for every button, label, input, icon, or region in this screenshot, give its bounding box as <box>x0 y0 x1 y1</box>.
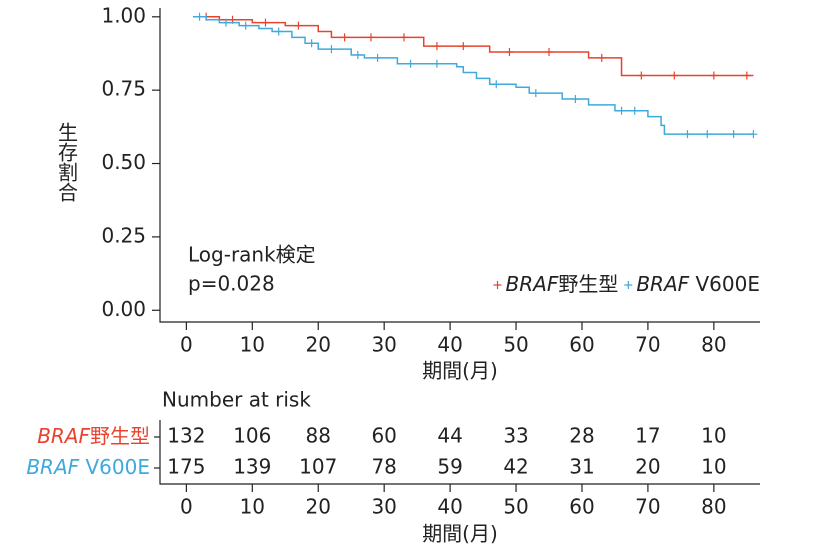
censor-mark <box>241 21 250 30</box>
risk-count: 28 <box>569 424 594 448</box>
x-tick-label: 0 <box>180 333 193 357</box>
x-axis-label: 期間(月) <box>422 359 498 383</box>
risk-count: 44 <box>437 424 462 448</box>
axis-line <box>159 8 760 323</box>
censor-mark <box>670 71 679 80</box>
censor-mark <box>221 18 230 27</box>
axis-line <box>159 420 760 485</box>
y-tick-label: 0.50 <box>101 150 146 174</box>
censor-mark <box>531 89 540 98</box>
risk-count: 175 <box>167 455 205 479</box>
censor-mark <box>432 42 441 51</box>
censor-mark <box>492 80 501 89</box>
censor-mark <box>373 53 382 62</box>
censor-mark <box>195 12 204 21</box>
y-tick-label: 0.00 <box>101 297 146 321</box>
x-tick-label: 60 <box>569 495 594 519</box>
risk-count: 139 <box>233 455 271 479</box>
x-tick-label: 50 <box>503 495 528 519</box>
censor-mark <box>729 130 738 139</box>
risk-count: 10 <box>701 424 726 448</box>
legend-marker <box>624 281 633 289</box>
legend-label: BRAF野生型 <box>506 272 619 296</box>
risk-table-title: Number at risk <box>162 388 311 412</box>
censor-mark <box>432 59 441 68</box>
annotation: p=0.028 <box>188 272 275 296</box>
risk-count: 78 <box>371 455 396 479</box>
censor-mark <box>353 50 362 59</box>
x-tick-label: 40 <box>437 333 462 357</box>
x-axis-label: 期間(月) <box>422 522 498 546</box>
censor-mark <box>597 53 606 62</box>
censor-mark <box>703 130 712 139</box>
y-tick-label: 1.00 <box>101 3 146 27</box>
x-tick-label: 10 <box>240 495 265 519</box>
risk-count: 20 <box>635 455 660 479</box>
x-tick-label: 50 <box>503 333 528 357</box>
censor-mark <box>459 42 468 51</box>
annotation: Log-rank検定 <box>188 243 316 267</box>
x-tick-label: 70 <box>635 333 660 357</box>
censor-mark <box>366 33 375 42</box>
censor-mark <box>709 71 718 80</box>
censor-mark <box>505 48 514 57</box>
censor-mark <box>637 71 646 80</box>
survival-curve <box>192 16 754 135</box>
x-tick-label: 10 <box>240 333 265 357</box>
risk-count: 42 <box>503 455 528 479</box>
censor-mark <box>327 45 336 54</box>
risk-count: 59 <box>437 455 462 479</box>
censor-mark <box>545 48 554 57</box>
censor-mark <box>571 94 580 103</box>
censor-mark <box>749 130 758 139</box>
risk-count: 60 <box>371 424 396 448</box>
x-tick-label: 70 <box>635 495 660 519</box>
x-tick-label: 80 <box>701 495 726 519</box>
x-tick-label: 60 <box>569 333 594 357</box>
survival-curve <box>192 16 754 77</box>
censor-mark <box>307 39 316 48</box>
y-axis-label: 生存割合 <box>55 122 79 202</box>
censor-mark <box>630 106 639 115</box>
x-tick-label: 40 <box>437 495 462 519</box>
censor-mark <box>294 21 303 30</box>
x-tick-label: 30 <box>371 333 396 357</box>
risk-count: 88 <box>306 424 331 448</box>
censor-mark <box>274 27 283 36</box>
censor-mark <box>617 106 626 115</box>
x-tick-label: 80 <box>701 333 726 357</box>
risk-count: 107 <box>299 455 337 479</box>
risk-count: 31 <box>569 455 594 479</box>
risk-row-label: BRAF野生型 <box>37 424 150 448</box>
legend-label: BRAF V600E <box>636 272 760 296</box>
legend-marker <box>493 281 502 289</box>
risk-count: 132 <box>167 424 205 448</box>
censor-mark <box>340 33 349 42</box>
censor-mark <box>399 33 408 42</box>
x-tick-label: 20 <box>306 333 331 357</box>
censor-mark <box>742 71 751 80</box>
censor-mark <box>261 18 270 27</box>
risk-count: 17 <box>635 424 660 448</box>
y-tick-label: 0.25 <box>101 223 146 247</box>
y-tick-label: 0.75 <box>101 77 146 101</box>
risk-count: 106 <box>233 424 271 448</box>
censor-mark <box>683 130 692 139</box>
risk-count: 10 <box>701 455 726 479</box>
censor-mark <box>406 59 415 68</box>
risk-row-label: BRAF V600E <box>26 455 150 479</box>
x-tick-label: 20 <box>306 495 331 519</box>
x-tick-label: 0 <box>180 495 193 519</box>
x-tick-label: 30 <box>371 495 396 519</box>
risk-count: 33 <box>503 424 528 448</box>
